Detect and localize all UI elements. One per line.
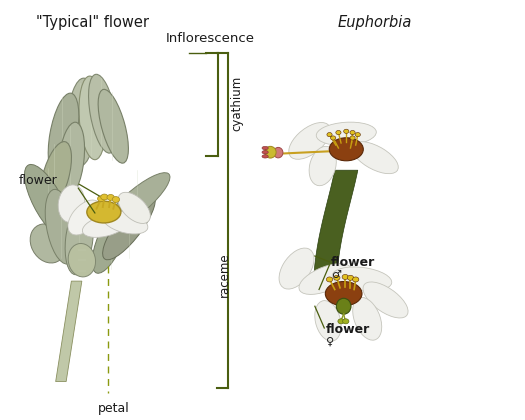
Circle shape [338,319,344,324]
Circle shape [112,197,120,202]
Ellipse shape [262,150,268,154]
Ellipse shape [315,301,341,341]
Text: flower: flower [19,174,58,187]
Circle shape [353,277,359,282]
Ellipse shape [67,78,97,166]
Polygon shape [56,281,82,382]
Ellipse shape [309,146,337,186]
Circle shape [342,274,349,279]
Ellipse shape [332,267,392,291]
Text: petal: petal [98,402,129,415]
Text: ♂: ♂ [332,270,342,280]
Circle shape [348,275,354,280]
Ellipse shape [118,192,150,223]
Ellipse shape [45,189,77,264]
Ellipse shape [98,89,129,163]
Ellipse shape [329,138,363,161]
Text: Inflorescence: Inflorescence [166,32,255,45]
Ellipse shape [40,142,71,211]
Circle shape [336,131,341,135]
Ellipse shape [363,282,408,318]
Ellipse shape [92,205,129,273]
Ellipse shape [316,122,376,145]
Text: "Typical" flower: "Typical" flower [36,16,149,30]
Ellipse shape [79,76,106,160]
Circle shape [350,136,355,140]
Text: Euphorbia: Euphorbia [338,16,412,30]
Ellipse shape [262,146,268,150]
Ellipse shape [289,123,330,159]
Text: flower: flower [331,256,375,269]
Ellipse shape [68,244,96,277]
Ellipse shape [68,200,101,235]
Ellipse shape [104,173,170,231]
Ellipse shape [30,224,66,263]
Ellipse shape [89,74,117,153]
Ellipse shape [262,155,268,158]
Circle shape [343,319,349,324]
Ellipse shape [337,298,351,314]
Ellipse shape [353,297,382,340]
Circle shape [107,194,114,200]
Text: cyathium: cyathium [231,76,244,131]
Ellipse shape [274,147,283,158]
Ellipse shape [87,201,121,223]
Circle shape [331,136,336,140]
Ellipse shape [58,185,85,223]
Text: ♀: ♀ [327,337,334,347]
Circle shape [350,131,355,135]
Polygon shape [314,170,358,277]
Circle shape [327,277,333,282]
Ellipse shape [82,214,129,237]
Text: flower: flower [326,323,370,336]
Ellipse shape [48,93,79,176]
Ellipse shape [65,204,93,275]
Ellipse shape [58,122,85,197]
Ellipse shape [102,194,155,260]
Ellipse shape [299,264,352,294]
Ellipse shape [352,142,398,173]
Text: raceme: raceme [218,252,232,297]
Circle shape [327,133,332,137]
Ellipse shape [25,165,71,239]
Ellipse shape [265,146,276,158]
Circle shape [355,133,361,137]
Circle shape [98,196,105,202]
Circle shape [101,194,108,200]
Ellipse shape [103,211,148,234]
Circle shape [334,275,340,280]
Ellipse shape [326,281,362,306]
Ellipse shape [279,248,314,289]
Circle shape [344,129,349,134]
